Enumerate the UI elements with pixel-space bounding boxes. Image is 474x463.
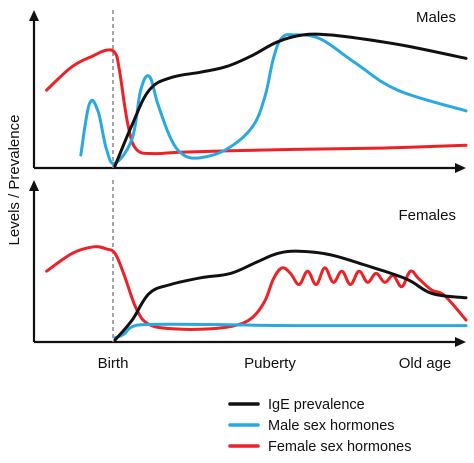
- x-axis-arrow: [455, 163, 466, 173]
- legend: IgE prevalence Male sex hormones Female se…: [228, 397, 411, 455]
- series-line-ige: [113, 249, 468, 342]
- y-axis-arrow: [29, 180, 39, 191]
- series-line-male: [113, 322, 468, 340]
- panel-title: Females: [398, 207, 456, 224]
- x-tick-label: Puberty: [244, 355, 296, 372]
- x-tick-label: Birth: [98, 355, 129, 372]
- chart-panels: Males Females: [29, 9, 468, 347]
- series-line-male: [79, 33, 468, 166]
- x-tick-label: Old age: [399, 355, 452, 372]
- series-line-ige: [113, 32, 468, 168]
- x-axis-arrow: [455, 337, 466, 347]
- chart-panel-females: Females: [29, 180, 468, 347]
- panel-title: Males: [416, 9, 456, 26]
- legend-label-female: Female sex hormones: [268, 439, 411, 455]
- chart-panel-males: Males: [29, 9, 468, 173]
- series-line-female: [45, 245, 468, 331]
- y-axis-arrow: [29, 10, 39, 21]
- x-tick-labels: Birth Puberty Old age: [98, 355, 452, 372]
- series-line-female: [45, 48, 468, 156]
- legend-label-ige: IgE prevalence: [268, 397, 365, 413]
- legend-label-male: Male sex hormones: [268, 418, 395, 434]
- y-axis-label: Levels / Prevalence: [6, 115, 23, 246]
